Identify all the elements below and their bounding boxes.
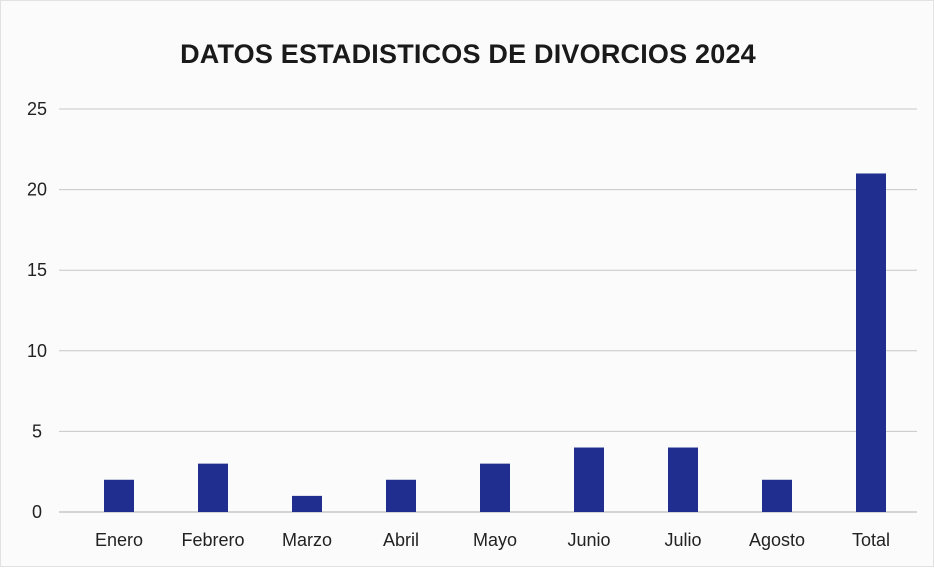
- y-axis-ticks: 0 5 10 15 20 25: [27, 99, 47, 522]
- bar-total: [856, 173, 886, 513]
- bar-junio: [574, 447, 604, 512]
- x-category-label: Febrero: [181, 530, 244, 550]
- x-category-label: Marzo: [282, 530, 332, 550]
- bar-marzo: [292, 495, 322, 512]
- x-category-label: Julio: [664, 530, 701, 550]
- chart-title: DATOS ESTADISTICOS DE DIVORCIOS 2024: [180, 39, 756, 69]
- y-tick-label: 10: [27, 341, 47, 361]
- x-category-label: Abril: [383, 530, 419, 550]
- y-tick-label: 25: [27, 99, 47, 119]
- bar-mayo: [480, 463, 510, 512]
- bar-julio: [668, 447, 698, 512]
- x-category-label: Mayo: [473, 530, 517, 550]
- gridlines: [59, 108, 917, 513]
- bar-febrero: [198, 463, 228, 512]
- x-category-label: Junio: [567, 530, 610, 550]
- x-category-label: Total: [852, 530, 890, 550]
- bar-enero: [104, 479, 134, 512]
- bar-agosto: [762, 479, 792, 512]
- bars: [104, 173, 886, 513]
- bar-abril: [386, 479, 416, 512]
- y-tick-label: 15: [27, 260, 47, 280]
- x-category-label: Agosto: [749, 530, 805, 550]
- x-category-label: Enero: [95, 530, 143, 550]
- y-tick-label: 20: [27, 180, 47, 200]
- x-axis-categories: Enero Febrero Marzo Abril Mayo Junio Julio Agos…: [95, 530, 890, 550]
- y-tick-label: 5: [32, 421, 42, 441]
- y-tick-label: 0: [32, 502, 42, 522]
